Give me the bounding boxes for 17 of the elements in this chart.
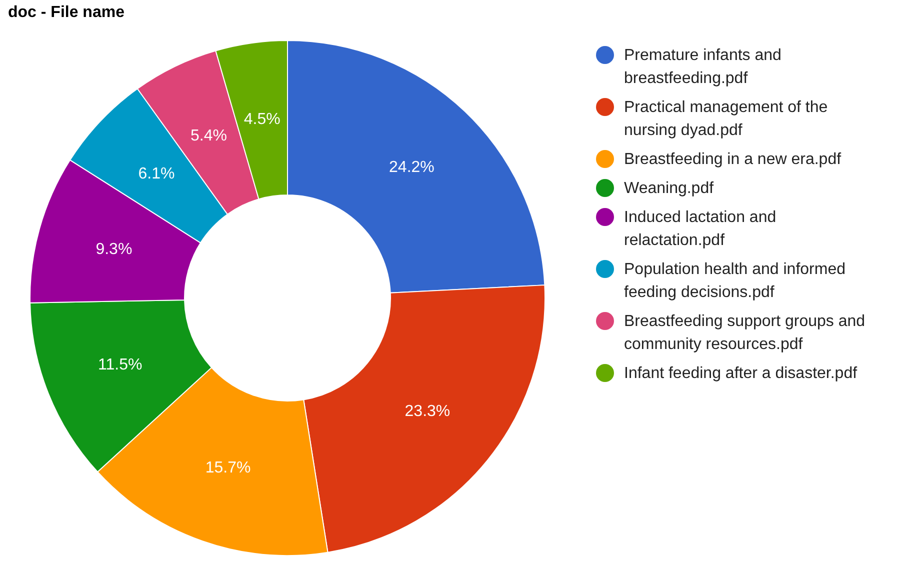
data-label: 9.3% — [96, 240, 132, 258]
legend-label: Breastfeeding support groups and community resources.pdf — [624, 312, 866, 355]
legend-label: Population health and informed feeding decisions.pdf — [624, 260, 846, 303]
data-label: 4.5% — [244, 110, 280, 128]
legend-label: Breastfeeding in a new era.pdf — [624, 150, 842, 170]
data-label: 11.5% — [98, 356, 142, 374]
data-label: 24.2% — [389, 158, 434, 176]
legend-label: Infant feeding after a disaster.pdf — [624, 364, 858, 384]
legend-label: Weaning.pdf — [624, 179, 714, 199]
legend-label: Induced lactation and relactation.pdf — [624, 208, 778, 251]
chart-title: doc - File name — [8, 4, 124, 22]
data-label: 23.3% — [404, 402, 450, 420]
legend-label: Practical management of the nursing dyad.pdf — [624, 98, 829, 141]
data-label: 5.4% — [190, 127, 227, 144]
data-label: 15.7% — [205, 460, 251, 477]
data-label: 6.1% — [138, 166, 175, 183]
legend-label: Premature infants and breastfeeding.pdf — [624, 46, 782, 89]
